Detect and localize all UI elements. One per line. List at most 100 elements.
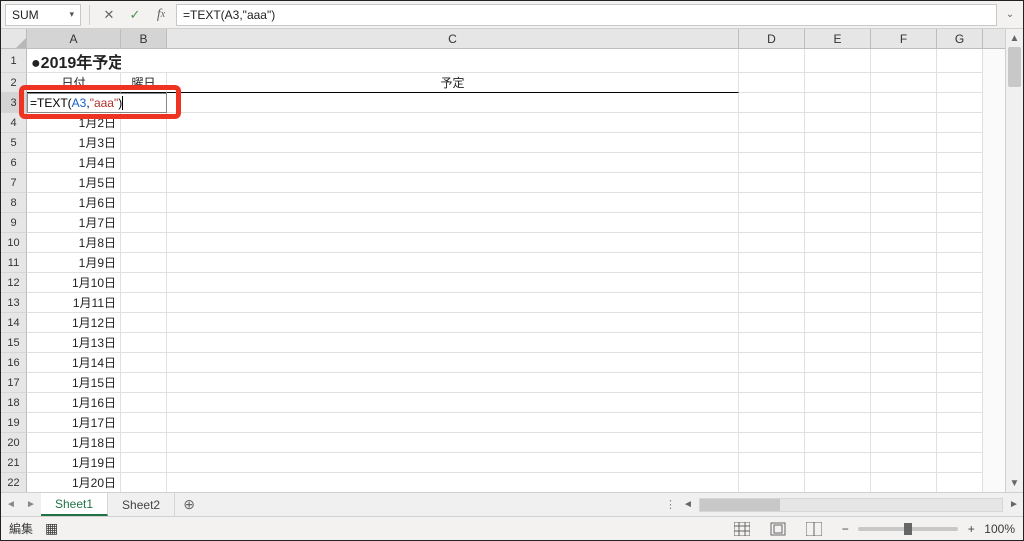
cell-C11[interactable] xyxy=(167,253,739,273)
cell-F1[interactable] xyxy=(871,49,937,73)
cell-B7[interactable] xyxy=(121,173,167,193)
cell-A7[interactable]: 1月5日 xyxy=(27,173,121,193)
cell-D20[interactable] xyxy=(739,433,805,453)
row-header-19[interactable]: 19 xyxy=(1,413,27,433)
row-header-6[interactable]: 6 xyxy=(1,153,27,173)
cell-D21[interactable] xyxy=(739,453,805,473)
enter-button[interactable]: ✓ xyxy=(124,4,146,26)
row-header-22[interactable]: 22 xyxy=(1,473,27,492)
row-header-3[interactable]: 3 xyxy=(1,93,27,113)
formula-input[interactable]: =TEXT(A3,"aaa") xyxy=(176,4,997,26)
cell-F15[interactable] xyxy=(871,333,937,353)
cell-A22[interactable]: 1月20日 xyxy=(27,473,121,492)
cell-E14[interactable] xyxy=(805,313,871,333)
cell-G9[interactable] xyxy=(937,213,983,233)
cell-C3[interactable] xyxy=(167,93,739,113)
column-header-F[interactable]: F xyxy=(871,29,937,48)
cell-F19[interactable] xyxy=(871,413,937,433)
cell-E1[interactable] xyxy=(805,49,871,73)
cell-B22[interactable] xyxy=(121,473,167,492)
cell-E7[interactable] xyxy=(805,173,871,193)
cell-G7[interactable] xyxy=(937,173,983,193)
cell-C2[interactable]: 予定 xyxy=(167,73,739,93)
name-box-dropdown-icon[interactable]: ▾ xyxy=(69,9,74,20)
row-header-16[interactable]: 16 xyxy=(1,353,27,373)
cell-B5[interactable] xyxy=(121,133,167,153)
cell-C17[interactable] xyxy=(167,373,739,393)
column-header-D[interactable]: D xyxy=(739,29,805,48)
cell-F10[interactable] xyxy=(871,233,937,253)
cell-A9[interactable]: 1月7日 xyxy=(27,213,121,233)
cell-E18[interactable] xyxy=(805,393,871,413)
row-header-8[interactable]: 8 xyxy=(1,193,27,213)
cell-C1[interactable] xyxy=(167,49,739,73)
cell-B15[interactable] xyxy=(121,333,167,353)
cell-G14[interactable] xyxy=(937,313,983,333)
cell-D9[interactable] xyxy=(739,213,805,233)
cell-C7[interactable] xyxy=(167,173,739,193)
cell-E9[interactable] xyxy=(805,213,871,233)
cell-C14[interactable] xyxy=(167,313,739,333)
cell-A16[interactable]: 1月14日 xyxy=(27,353,121,373)
cell-G10[interactable] xyxy=(937,233,983,253)
cell-D2[interactable] xyxy=(739,73,805,93)
hscroll-grip-icon[interactable]: ⋮ xyxy=(663,498,679,511)
cell-G12[interactable] xyxy=(937,273,983,293)
cell-G6[interactable] xyxy=(937,153,983,173)
cell-A1[interactable]: ●2019年予定表 xyxy=(27,49,121,73)
cell-D4[interactable] xyxy=(739,113,805,133)
cell-E6[interactable] xyxy=(805,153,871,173)
cell-F16[interactable] xyxy=(871,353,937,373)
cell-E2[interactable] xyxy=(805,73,871,93)
cell-E15[interactable] xyxy=(805,333,871,353)
view-normal-button[interactable] xyxy=(730,519,754,539)
cell-B20[interactable] xyxy=(121,433,167,453)
cell-B19[interactable] xyxy=(121,413,167,433)
cell-B13[interactable] xyxy=(121,293,167,313)
cell-G1[interactable] xyxy=(937,49,983,73)
cell-B21[interactable] xyxy=(121,453,167,473)
cell-G19[interactable] xyxy=(937,413,983,433)
cell-D17[interactable] xyxy=(739,373,805,393)
cell-F17[interactable] xyxy=(871,373,937,393)
row-header-14[interactable]: 14 xyxy=(1,313,27,333)
cell-editor[interactable]: =TEXT(A3,"aaa") xyxy=(27,93,167,113)
view-pagebreak-button[interactable] xyxy=(802,519,826,539)
cell-C15[interactable] xyxy=(167,333,739,353)
cell-E16[interactable] xyxy=(805,353,871,373)
select-all-corner[interactable] xyxy=(1,29,27,48)
cell-C6[interactable] xyxy=(167,153,739,173)
cell-G15[interactable] xyxy=(937,333,983,353)
cell-G5[interactable] xyxy=(937,133,983,153)
tab-nav-next-icon[interactable]: ► xyxy=(21,493,41,516)
cell-E4[interactable] xyxy=(805,113,871,133)
scroll-up-icon[interactable]: ▲ xyxy=(1006,29,1023,47)
cell-G20[interactable] xyxy=(937,433,983,453)
row-header-9[interactable]: 9 xyxy=(1,213,27,233)
cell-D11[interactable] xyxy=(739,253,805,273)
cell-B2[interactable]: 曜日 xyxy=(121,73,167,93)
cell-B4[interactable] xyxy=(121,113,167,133)
cell-D16[interactable] xyxy=(739,353,805,373)
cell-A17[interactable]: 1月15日 xyxy=(27,373,121,393)
cancel-button[interactable]: ✕ xyxy=(98,4,120,26)
column-header-C[interactable]: C xyxy=(167,29,739,48)
cell-B12[interactable] xyxy=(121,273,167,293)
row-header-17[interactable]: 17 xyxy=(1,373,27,393)
cell-E5[interactable] xyxy=(805,133,871,153)
cell-E11[interactable] xyxy=(805,253,871,273)
scroll-down-icon[interactable]: ▼ xyxy=(1006,474,1023,492)
cell-C18[interactable] xyxy=(167,393,739,413)
cell-F7[interactable] xyxy=(871,173,937,193)
cell-F11[interactable] xyxy=(871,253,937,273)
column-header-E[interactable]: E xyxy=(805,29,871,48)
cell-F5[interactable] xyxy=(871,133,937,153)
cell-A15[interactable]: 1月13日 xyxy=(27,333,121,353)
formula-expand-icon[interactable]: ⌄ xyxy=(1001,9,1019,20)
cell-G18[interactable] xyxy=(937,393,983,413)
cell-E10[interactable] xyxy=(805,233,871,253)
hscroll-track[interactable] xyxy=(699,498,1003,512)
row-header-20[interactable]: 20 xyxy=(1,433,27,453)
cell-D18[interactable] xyxy=(739,393,805,413)
row-header-1[interactable]: 1 xyxy=(1,49,27,73)
